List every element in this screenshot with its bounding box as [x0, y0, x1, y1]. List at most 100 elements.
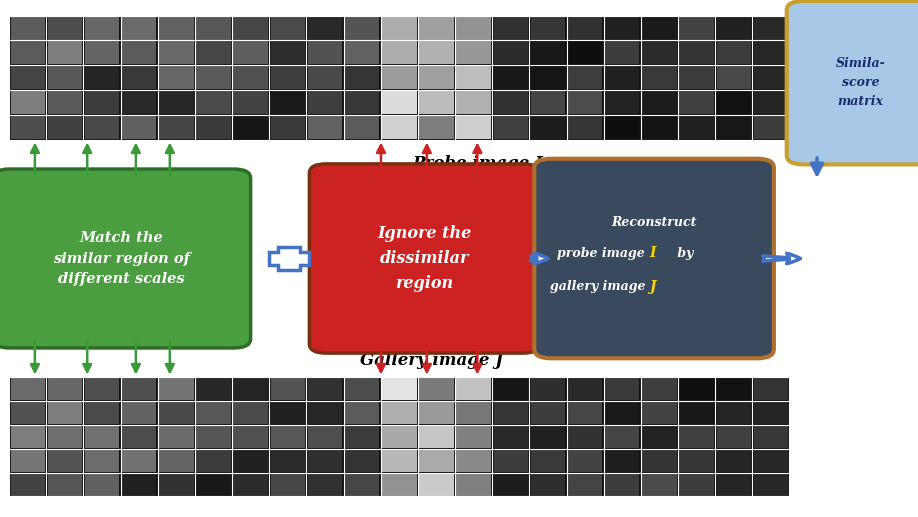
- Bar: [679, 449, 714, 472]
- Bar: [754, 402, 788, 424]
- Bar: [456, 449, 491, 472]
- Bar: [382, 378, 417, 400]
- Bar: [531, 41, 565, 65]
- Bar: [679, 474, 714, 495]
- Bar: [605, 41, 640, 65]
- Bar: [48, 474, 82, 495]
- Bar: [420, 115, 453, 139]
- Bar: [48, 449, 82, 472]
- Bar: [420, 66, 453, 89]
- Bar: [643, 426, 677, 448]
- Bar: [679, 91, 714, 114]
- Bar: [494, 91, 528, 114]
- Bar: [308, 449, 342, 472]
- Bar: [345, 449, 379, 472]
- Bar: [122, 474, 156, 495]
- Bar: [84, 16, 119, 40]
- Bar: [568, 474, 602, 495]
- Bar: [643, 449, 677, 472]
- Bar: [271, 449, 305, 472]
- Bar: [11, 426, 45, 448]
- Bar: [233, 91, 268, 114]
- Bar: [643, 91, 677, 114]
- Bar: [605, 378, 640, 400]
- Bar: [11, 474, 45, 495]
- Bar: [308, 91, 342, 114]
- Bar: [568, 41, 602, 65]
- Bar: [159, 115, 194, 139]
- Bar: [679, 426, 714, 448]
- Bar: [717, 378, 751, 400]
- Bar: [568, 402, 602, 424]
- Bar: [568, 449, 602, 472]
- Bar: [271, 16, 305, 40]
- Bar: [605, 66, 640, 89]
- Bar: [568, 66, 602, 89]
- Bar: [196, 115, 230, 139]
- Bar: [122, 402, 156, 424]
- Bar: [11, 115, 45, 139]
- Bar: [345, 426, 379, 448]
- Bar: [84, 66, 119, 89]
- Bar: [494, 41, 528, 65]
- Bar: [456, 115, 491, 139]
- Bar: [48, 426, 82, 448]
- Bar: [420, 378, 453, 400]
- Bar: [159, 91, 194, 114]
- Bar: [122, 41, 156, 65]
- Bar: [643, 378, 677, 400]
- Bar: [271, 402, 305, 424]
- Bar: [48, 66, 82, 89]
- Bar: [308, 115, 342, 139]
- Bar: [48, 402, 82, 424]
- Bar: [456, 16, 491, 40]
- Bar: [382, 66, 417, 89]
- Text: by: by: [674, 247, 694, 260]
- FancyBboxPatch shape: [9, 377, 789, 496]
- Bar: [233, 449, 268, 472]
- Bar: [233, 402, 268, 424]
- Bar: [754, 426, 788, 448]
- Bar: [159, 41, 194, 65]
- Bar: [531, 449, 565, 472]
- Bar: [494, 115, 528, 139]
- Bar: [494, 378, 528, 400]
- Bar: [605, 91, 640, 114]
- Bar: [717, 16, 751, 40]
- Bar: [568, 115, 602, 139]
- Bar: [159, 474, 194, 495]
- Bar: [754, 378, 788, 400]
- Bar: [345, 474, 379, 495]
- Text: Ignore the
dissimilar
region: Ignore the dissimilar region: [377, 225, 472, 292]
- Bar: [159, 402, 194, 424]
- Bar: [494, 449, 528, 472]
- Bar: [11, 449, 45, 472]
- Bar: [456, 402, 491, 424]
- Bar: [196, 474, 230, 495]
- Bar: [531, 402, 565, 424]
- Bar: [84, 115, 119, 139]
- Bar: [456, 41, 491, 65]
- Bar: [420, 449, 453, 472]
- Bar: [605, 426, 640, 448]
- Bar: [271, 426, 305, 448]
- Bar: [308, 16, 342, 40]
- Bar: [48, 378, 82, 400]
- Bar: [531, 378, 565, 400]
- Bar: [605, 402, 640, 424]
- Bar: [271, 66, 305, 89]
- Bar: [531, 474, 565, 495]
- Bar: [122, 449, 156, 472]
- Bar: [345, 41, 379, 65]
- Bar: [84, 41, 119, 65]
- Bar: [568, 426, 602, 448]
- Bar: [679, 16, 714, 40]
- Bar: [717, 115, 751, 139]
- FancyBboxPatch shape: [534, 159, 774, 358]
- Bar: [382, 402, 417, 424]
- Text: Probe image I: Probe image I: [412, 155, 543, 172]
- Bar: [48, 16, 82, 40]
- Text: I: I: [650, 246, 656, 261]
- Bar: [122, 91, 156, 114]
- Bar: [494, 402, 528, 424]
